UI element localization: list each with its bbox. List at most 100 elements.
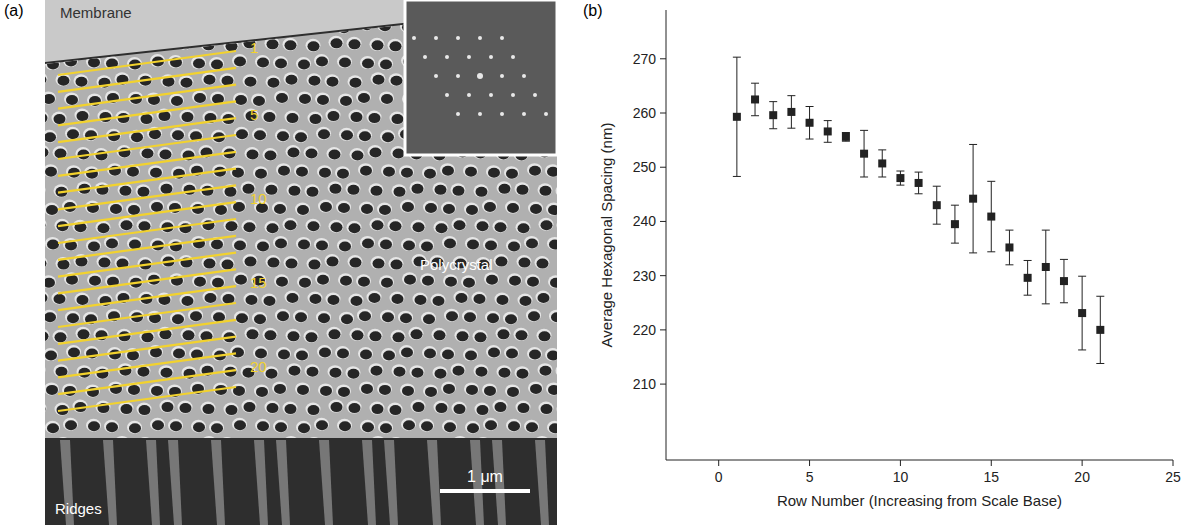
pore [87, 23, 99, 33]
error-bar-cap [860, 130, 868, 131]
pore-rim [413, 292, 428, 305]
pore-rim [359, 202, 374, 215]
pore-rim [297, 275, 312, 288]
y-tick [660, 221, 666, 222]
pore [160, 149, 172, 159]
pore-rim [31, 0, 46, 13]
pore [390, 405, 402, 415]
pore-rim [287, 183, 302, 196]
pore-rim [232, 238, 247, 251]
pore [225, 187, 237, 197]
pore-rim [242, 220, 257, 233]
pore-rim [347, 37, 362, 50]
pore-rim [328, 2, 343, 15]
pore [499, 184, 511, 194]
pore-rim [232, 418, 247, 431]
error-bar-cap [1078, 349, 1086, 350]
pore-rim [266, 255, 281, 268]
pore-rim [409, 327, 424, 340]
pore-rim [220, 257, 235, 270]
pore [66, 459, 78, 469]
pore-rim [272, 202, 287, 215]
porous-layer [31, 0, 607, 470]
pore-rim [31, 363, 46, 376]
pore [443, 384, 455, 394]
pore [496, 440, 508, 450]
fft-spot [533, 93, 537, 97]
pore [180, 39, 192, 49]
error-bar-cap [751, 115, 759, 116]
pore [298, 60, 310, 70]
error-bar-cap [1005, 264, 1013, 265]
scale-bar [440, 489, 530, 493]
pore-rim [371, 72, 386, 85]
pore-rim [304, 330, 319, 343]
error-bar-cap [824, 142, 832, 143]
pore [540, 186, 552, 196]
pore-rim [377, 203, 392, 216]
pore [268, 258, 280, 268]
pore [373, 75, 385, 85]
pore [120, 186, 132, 196]
pore-rim [286, 145, 301, 158]
pore [296, 351, 308, 361]
pore [508, 421, 520, 431]
pore-rim [159, 365, 174, 378]
error-bar [1060, 259, 1068, 302]
pore-rim [178, 401, 193, 414]
pore-rim [329, 400, 344, 413]
pore [275, 422, 287, 432]
pore [390, 41, 402, 51]
pore-rim [223, 1, 238, 14]
error-bar-cap [769, 101, 777, 102]
pore [484, 386, 496, 396]
pore-rim [85, 21, 100, 34]
pore [309, 439, 321, 449]
pore-rim [265, 221, 280, 234]
pore-rim [180, 110, 195, 123]
pore [99, 258, 111, 268]
pore [131, 132, 143, 142]
pore-rim [557, 39, 572, 52]
pore-rim [422, 166, 437, 179]
pore-rim [400, 200, 415, 213]
pore-rim [224, 39, 239, 52]
pore-rim [518, 293, 533, 306]
pore-rim [476, 437, 491, 450]
pore-rim [538, 183, 553, 196]
pore-rim [441, 381, 456, 394]
pore [276, 93, 288, 103]
pore [298, 239, 310, 249]
pore-rim [255, 55, 270, 68]
pore-rim [588, 55, 603, 68]
pore-rim [32, 38, 47, 51]
error-bar [969, 144, 977, 252]
pore [75, 38, 87, 48]
point [969, 195, 977, 203]
pore-rim [265, 37, 280, 50]
pore-rim [338, 273, 353, 286]
pore [37, 331, 49, 341]
pore-rim [283, 402, 298, 415]
pore [411, 329, 423, 339]
pore [161, 368, 173, 378]
pore-rim [560, 330, 575, 343]
pore-rim [422, 346, 437, 359]
pore [151, 22, 163, 32]
pore [267, 39, 279, 49]
pore-rim [398, 311, 413, 324]
pore [538, 293, 550, 303]
pore-rim [275, 309, 290, 322]
pore [369, 293, 381, 303]
pore [77, 295, 89, 305]
pore-rim [328, 181, 343, 194]
row-line [58, 387, 236, 411]
pore-rim [233, 456, 248, 469]
pore-rim [318, 20, 333, 33]
error-bar-cap [987, 251, 995, 252]
pore [211, 239, 223, 249]
pore [444, 238, 456, 248]
pore-rim [546, 203, 561, 216]
pore-rim [314, 418, 329, 431]
pore-rim [191, 420, 206, 433]
